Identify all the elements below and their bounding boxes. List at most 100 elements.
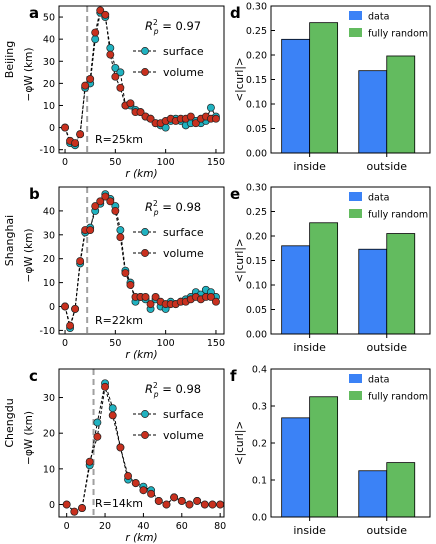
data-point-volume — [151, 293, 160, 301]
category-label: inside — [293, 160, 326, 173]
x-tick-label: 50 — [109, 157, 121, 168]
category-label: inside — [293, 341, 326, 354]
data-point-volume — [101, 382, 109, 391]
data-point-volume — [61, 123, 69, 132]
legend-label-volume: volume — [163, 66, 204, 79]
panel-letter: a — [29, 4, 39, 22]
data-point-volume — [131, 479, 140, 488]
bar-fully-random-outside — [386, 462, 416, 518]
x-tick-label: 40 — [137, 521, 149, 532]
data-point-volume — [139, 486, 148, 495]
legend-marker-volume — [141, 68, 149, 76]
legend-label-fully-random: fully random — [368, 210, 428, 221]
x-tick-label: 50 — [109, 338, 121, 349]
axes-frame — [58, 5, 225, 154]
y-tick-label: 0.15 — [246, 256, 267, 267]
legend-swatch-fully-random — [349, 391, 362, 400]
data-point-volume — [116, 233, 125, 242]
data-point-volume — [141, 293, 150, 301]
data-point-volume — [147, 489, 156, 498]
y-tick-label: 20 — [43, 79, 55, 90]
y-tick-label: 0 — [49, 500, 55, 511]
data-point-volume — [170, 493, 179, 502]
y-tick-label: 0.00 — [246, 330, 267, 341]
bar-fully-random-outside — [386, 233, 416, 335]
data-point-volume — [162, 500, 171, 509]
data-point-surface — [91, 35, 100, 44]
data-point-volume — [111, 206, 120, 215]
legend-swatch-fully-random — [349, 28, 362, 37]
data-point-volume — [81, 81, 90, 90]
data-point-volume — [212, 114, 220, 123]
bar-panel-d: 0.00 0.05 0.10 0.15 0.20 0.25 0.30 inside outsid… — [230, 2, 431, 173]
legend-label-data: data — [368, 375, 389, 386]
x-tick-label: 0 — [62, 157, 68, 168]
data-point-volume — [76, 257, 85, 266]
data-point-volume — [62, 500, 71, 509]
bar-data-inside — [281, 417, 311, 518]
bar-data-outside — [358, 70, 388, 154]
x-tick-label: 80 — [214, 521, 226, 532]
scatter-panel-b: 0 50 100 150 -10 0 10 20 30 40b Shanghai −φW (km) r … — [3, 185, 225, 361]
axes-frame — [270, 186, 431, 335]
legend-swatch-data — [349, 374, 362, 383]
y-tick-label: 0.2 — [252, 439, 267, 450]
y-tick-label: 10 — [43, 464, 55, 475]
x-tick-label: 0 — [62, 338, 68, 349]
data-point-volume — [78, 504, 86, 513]
data-point-surface — [116, 226, 125, 234]
data-point-volume — [111, 72, 120, 81]
row-label: Chengdu — [3, 398, 16, 447]
category-label: inside — [293, 524, 326, 537]
data-point-volume — [185, 500, 194, 509]
y-tick-label: 20 — [43, 429, 55, 440]
y-axis-label: <|curl|> — [234, 57, 246, 101]
data-point-volume — [126, 281, 135, 289]
panel-letter: e — [230, 185, 240, 203]
bar-data-inside — [281, 245, 311, 335]
y-tick-label: 0.10 — [246, 100, 267, 111]
y-tick-label: 0 — [49, 302, 55, 313]
y-tick-label: 0.00 — [246, 149, 267, 160]
y-tick-label: 0.4 — [252, 365, 267, 376]
axes-frame — [270, 5, 431, 154]
category-label: outside — [366, 524, 407, 537]
radius-label: R=14km — [95, 497, 143, 510]
data-point-volume — [106, 50, 115, 59]
y-tick-label: 0.25 — [246, 207, 267, 218]
r2-annotation: R2 p = 0.98 — [145, 199, 201, 217]
y-tick-label: 0.10 — [246, 281, 267, 292]
data-point-volume — [106, 197, 115, 206]
data-point-volume — [154, 497, 163, 505]
legend-swatch-data — [349, 11, 362, 20]
data-point-volume — [186, 112, 195, 121]
bar-fully-random-inside — [309, 222, 339, 335]
data-point-volume — [136, 108, 145, 117]
panel-letter: d — [230, 4, 241, 22]
data-point-volume — [191, 119, 200, 128]
y-tick-label: 0.25 — [246, 26, 267, 37]
data-point-volume — [101, 192, 110, 201]
x-tick-label: 0 — [64, 521, 70, 532]
data-point-volume — [71, 139, 80, 148]
legend-label-data: data — [368, 193, 389, 204]
x-tick-label: 100 — [157, 338, 175, 349]
legend-label-surface: surface — [163, 226, 204, 239]
bar-data-outside — [358, 248, 388, 335]
data-point-volume — [206, 293, 215, 301]
bar-fully-random-inside — [309, 22, 339, 154]
data-point-surface — [93, 418, 102, 427]
x-axis-label: r (km) — [125, 532, 157, 544]
axes-frame — [58, 186, 225, 335]
data-point-volume — [76, 130, 85, 139]
y-tick-label: 0.20 — [246, 51, 267, 62]
y-tick-label: 0.3 — [252, 402, 267, 413]
row-label: Shanghai — [3, 215, 16, 266]
y-tick-label: 0.15 — [246, 75, 267, 86]
data-point-volume — [91, 28, 100, 37]
data-point-surface — [111, 63, 120, 72]
legend-label-volume: volume — [163, 247, 204, 260]
r2-annotation: R2 p = 0.98 — [145, 381, 201, 399]
x-tick-label: 60 — [176, 521, 188, 532]
bar-fully-random-outside — [386, 55, 416, 154]
